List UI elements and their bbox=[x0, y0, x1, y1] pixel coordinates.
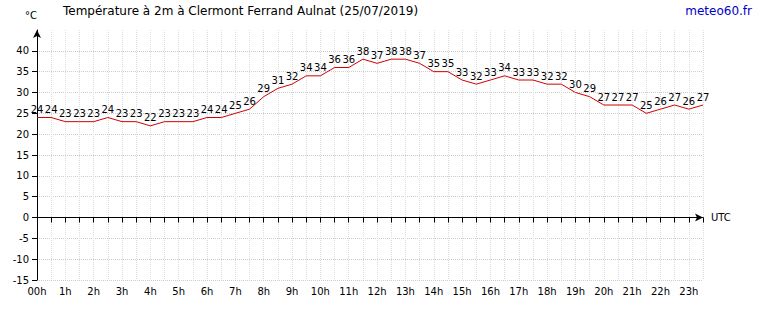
svg-text:25: 25 bbox=[229, 100, 242, 111]
svg-text:3h: 3h bbox=[116, 286, 129, 297]
svg-text:17h: 17h bbox=[509, 286, 528, 297]
svg-text:34: 34 bbox=[498, 62, 511, 73]
svg-text:33: 33 bbox=[527, 67, 540, 78]
svg-text:24: 24 bbox=[201, 104, 214, 115]
svg-text:33: 33 bbox=[456, 67, 469, 78]
svg-text:7h: 7h bbox=[229, 286, 242, 297]
svg-text:24: 24 bbox=[45, 104, 58, 115]
svg-text:Température à 2m à Clermont Fe: Température à 2m à Clermont Ferrand Auln… bbox=[62, 4, 418, 18]
svg-text:0: 0 bbox=[23, 212, 29, 223]
svg-text:4h: 4h bbox=[144, 286, 157, 297]
svg-text:29: 29 bbox=[257, 83, 270, 94]
svg-text:8h: 8h bbox=[257, 286, 270, 297]
svg-text:34: 34 bbox=[314, 62, 327, 73]
svg-text:38: 38 bbox=[385, 46, 398, 57]
svg-text:6h: 6h bbox=[201, 286, 214, 297]
svg-text:27: 27 bbox=[668, 92, 681, 103]
svg-text:23: 23 bbox=[73, 108, 86, 119]
svg-text:32: 32 bbox=[555, 71, 568, 82]
svg-text:38: 38 bbox=[399, 46, 412, 57]
svg-text:21h: 21h bbox=[623, 286, 642, 297]
svg-text:00h: 00h bbox=[27, 286, 46, 297]
svg-text:19h: 19h bbox=[566, 286, 585, 297]
svg-text:-5: -5 bbox=[19, 233, 29, 244]
svg-text:24: 24 bbox=[31, 104, 44, 115]
svg-text:23: 23 bbox=[172, 108, 185, 119]
svg-text:27: 27 bbox=[597, 92, 610, 103]
svg-text:27: 27 bbox=[612, 92, 625, 103]
svg-text:23: 23 bbox=[158, 108, 171, 119]
svg-text:10h: 10h bbox=[311, 286, 330, 297]
svg-text:22h: 22h bbox=[651, 286, 670, 297]
svg-text:13h: 13h bbox=[396, 286, 415, 297]
svg-text:25: 25 bbox=[16, 108, 29, 119]
svg-text:1h: 1h bbox=[59, 286, 72, 297]
svg-text:33: 33 bbox=[512, 67, 525, 78]
svg-text:32: 32 bbox=[541, 71, 554, 82]
svg-text:15h: 15h bbox=[453, 286, 472, 297]
svg-text:11h: 11h bbox=[339, 286, 358, 297]
svg-text:40: 40 bbox=[16, 45, 29, 56]
svg-text:34: 34 bbox=[300, 62, 313, 73]
svg-text:23: 23 bbox=[187, 108, 200, 119]
svg-text:20h: 20h bbox=[594, 286, 613, 297]
svg-text:23: 23 bbox=[116, 108, 129, 119]
svg-text:36: 36 bbox=[342, 54, 355, 65]
svg-text:2h: 2h bbox=[87, 286, 100, 297]
svg-text:23: 23 bbox=[59, 108, 72, 119]
svg-text:32: 32 bbox=[286, 71, 299, 82]
svg-text:26: 26 bbox=[654, 96, 667, 107]
svg-text:10: 10 bbox=[16, 170, 29, 181]
svg-text:18h: 18h bbox=[538, 286, 557, 297]
svg-text:32: 32 bbox=[470, 71, 483, 82]
svg-text:30: 30 bbox=[569, 79, 582, 90]
svg-text:24: 24 bbox=[215, 104, 228, 115]
svg-text:°C: °C bbox=[25, 10, 37, 21]
svg-text:37: 37 bbox=[413, 50, 426, 61]
svg-text:33: 33 bbox=[484, 67, 497, 78]
svg-text:30: 30 bbox=[16, 87, 29, 98]
svg-text:25: 25 bbox=[640, 100, 653, 111]
svg-text:36: 36 bbox=[328, 54, 341, 65]
svg-text:27: 27 bbox=[697, 92, 710, 103]
svg-text:23h: 23h bbox=[679, 286, 698, 297]
svg-text:14h: 14h bbox=[424, 286, 443, 297]
svg-text:UTC: UTC bbox=[711, 212, 731, 223]
svg-text:22: 22 bbox=[144, 112, 157, 123]
svg-text:27: 27 bbox=[626, 92, 639, 103]
svg-text:5h: 5h bbox=[172, 286, 185, 297]
svg-text:26: 26 bbox=[243, 96, 256, 107]
svg-text:26: 26 bbox=[682, 96, 695, 107]
svg-text:9h: 9h bbox=[286, 286, 299, 297]
svg-text:23: 23 bbox=[130, 108, 143, 119]
svg-text:23: 23 bbox=[87, 108, 100, 119]
svg-text:29: 29 bbox=[583, 83, 596, 94]
svg-text:35: 35 bbox=[16, 66, 29, 77]
svg-text:12h: 12h bbox=[368, 286, 387, 297]
svg-text:15: 15 bbox=[16, 150, 29, 161]
svg-text:31: 31 bbox=[272, 75, 285, 86]
svg-text:16h: 16h bbox=[481, 286, 500, 297]
svg-text:38: 38 bbox=[357, 46, 370, 57]
svg-text:24: 24 bbox=[101, 104, 114, 115]
svg-text:-15: -15 bbox=[13, 275, 29, 286]
svg-text:20: 20 bbox=[16, 129, 29, 140]
svg-text:35: 35 bbox=[442, 58, 455, 69]
svg-text:5: 5 bbox=[23, 191, 29, 202]
svg-text:-10: -10 bbox=[13, 254, 29, 265]
svg-text:37: 37 bbox=[371, 50, 384, 61]
svg-text:meteo60.fr: meteo60.fr bbox=[685, 4, 752, 18]
svg-text:35: 35 bbox=[427, 58, 440, 69]
